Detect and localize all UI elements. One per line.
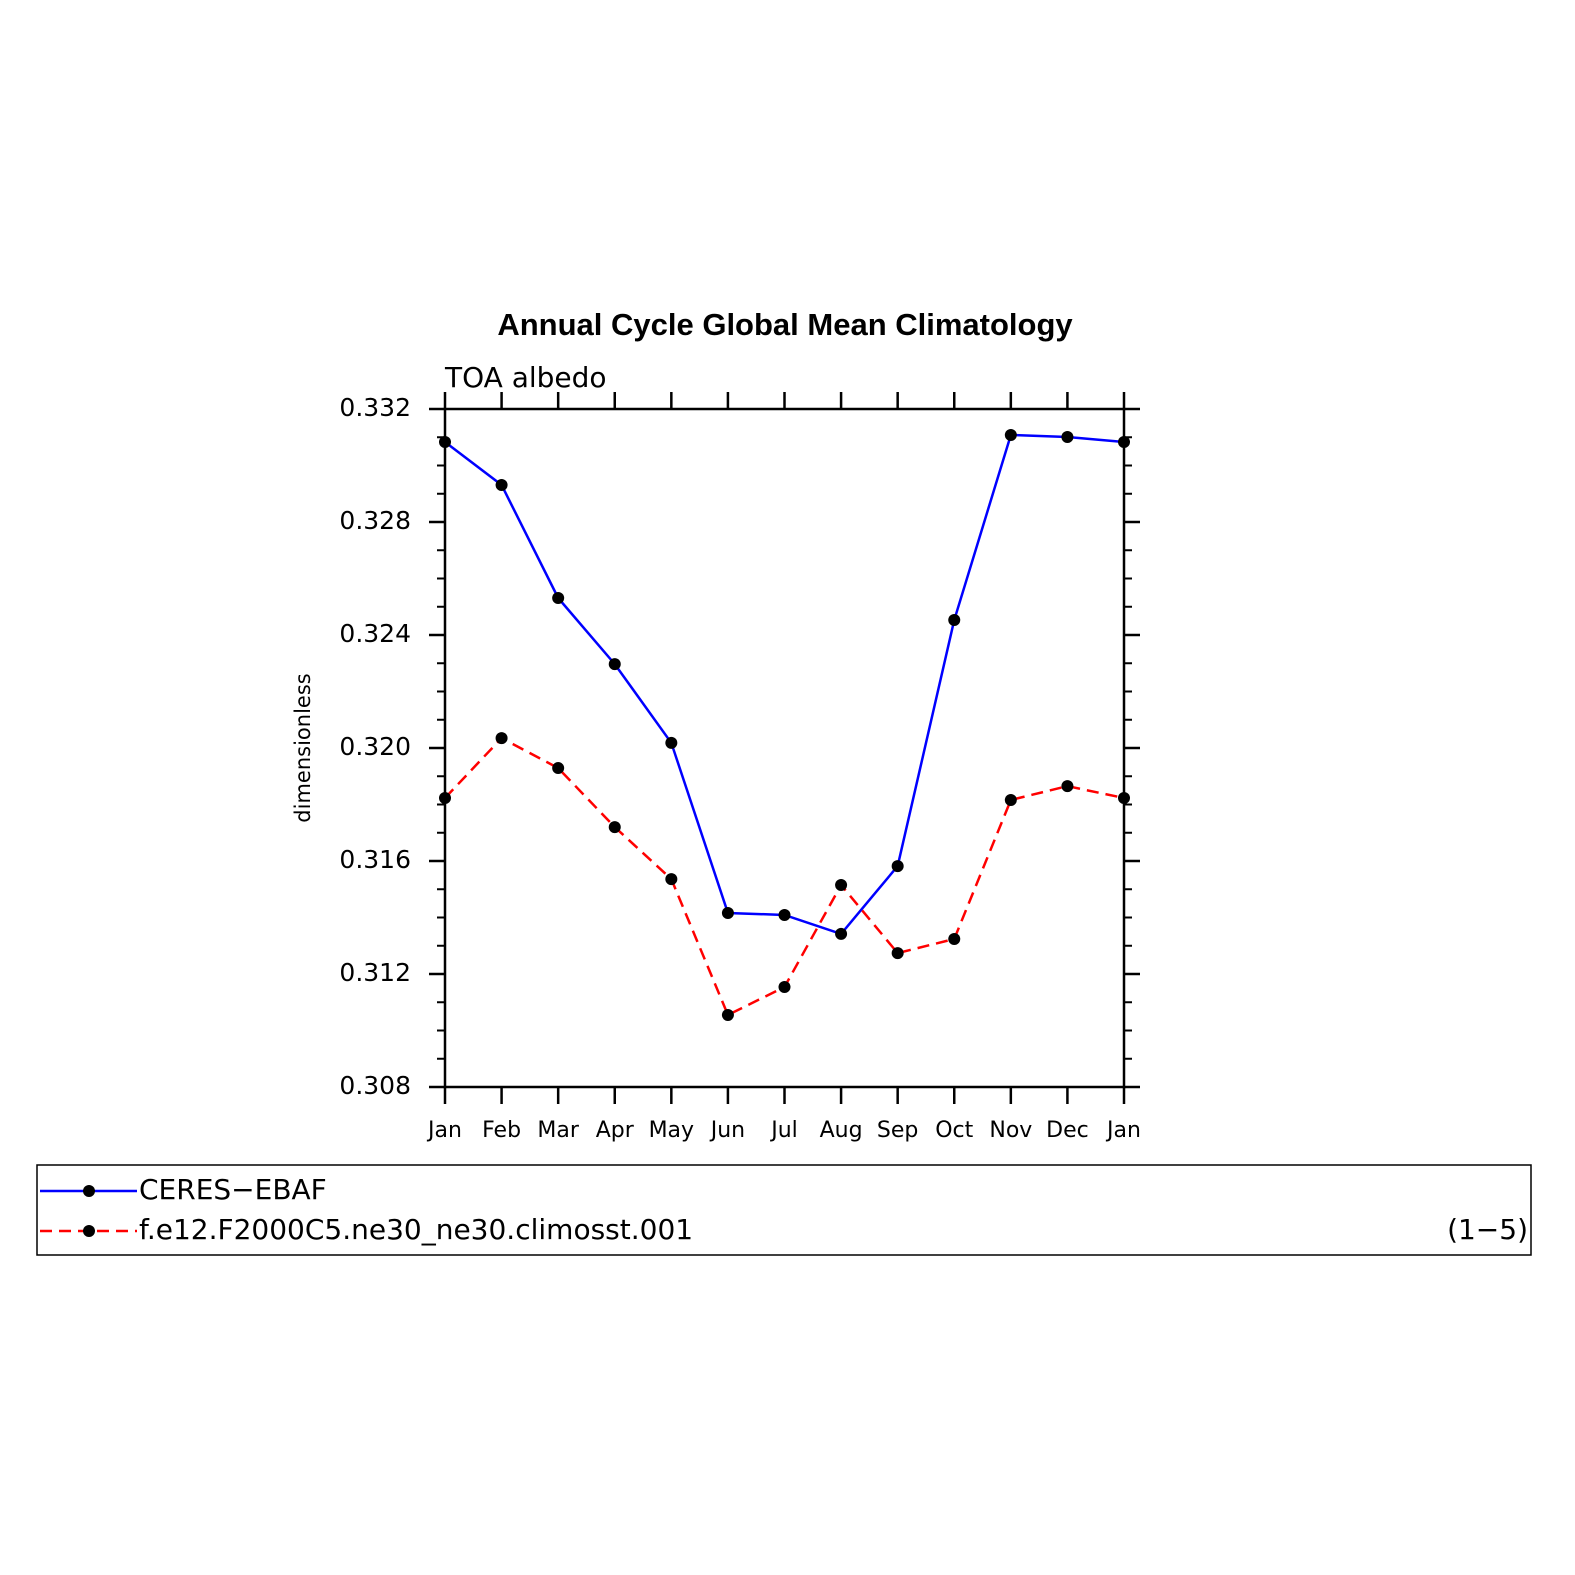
marker <box>891 947 904 960</box>
x-tick-label: Sep <box>877 1118 918 1143</box>
x-tick-label: Jun <box>709 1118 745 1143</box>
y-tick-label: 0.308 <box>339 1071 411 1100</box>
y-tick-label: 0.316 <box>339 845 411 874</box>
legend-label: CERES−EBAF <box>139 1173 327 1206</box>
x-tick-label: Jul <box>769 1118 798 1143</box>
y-axis-label: dimensionless <box>291 673 315 822</box>
marker <box>495 732 508 745</box>
marker <box>608 821 621 834</box>
x-tick-label: Dec <box>1046 1118 1089 1143</box>
marker <box>495 478 508 491</box>
marker <box>1061 780 1074 793</box>
marker <box>835 879 848 892</box>
chart-title: Annual Cycle Global Mean Climatology <box>497 307 1073 342</box>
legend-note: (1−5) <box>1447 1213 1528 1246</box>
subtitle: TOA albedo <box>444 361 607 394</box>
marker <box>1118 792 1130 805</box>
marker <box>665 873 678 886</box>
marker <box>1004 428 1017 441</box>
x-tick-label: Mar <box>537 1118 579 1143</box>
legend-marker <box>83 1225 95 1237</box>
marker <box>778 908 791 921</box>
marker <box>891 860 904 873</box>
series-line <box>444 433 1125 936</box>
y-tick-label: 0.312 <box>339 958 411 987</box>
y-tick-label: 0.328 <box>339 506 411 535</box>
y-tick-label: 0.320 <box>339 732 411 761</box>
x-tick-label: Apr <box>596 1118 635 1143</box>
y-tick-label: 0.332 <box>339 393 411 422</box>
marker <box>835 927 848 940</box>
marker <box>721 1008 734 1021</box>
marker <box>552 591 565 604</box>
marker <box>948 614 961 627</box>
legend-box <box>36 1164 1532 1256</box>
x-tick-label: May <box>649 1118 694 1143</box>
x-tick-label: Nov <box>989 1118 1032 1143</box>
marker <box>1118 436 1130 449</box>
x-tick-label: Feb <box>482 1118 521 1143</box>
x-tick-label: Jan <box>1105 1118 1141 1143</box>
x-tick-label: Jan <box>426 1118 462 1143</box>
marker <box>1061 430 1074 443</box>
marker <box>665 736 678 749</box>
marker <box>1004 793 1017 806</box>
marker <box>778 980 791 993</box>
x-tick-label: Oct <box>935 1118 973 1143</box>
marker <box>552 762 565 775</box>
x-tick-label: Aug <box>820 1118 863 1143</box>
marker <box>608 658 621 671</box>
legend-marker <box>83 1185 95 1197</box>
y-tick-label: 0.324 <box>339 619 411 648</box>
marker <box>439 792 451 805</box>
marker <box>439 436 451 449</box>
series-line <box>444 736 1125 1017</box>
marker <box>721 906 734 919</box>
legend-label: f.e12.F2000C5.ne30_ne30.climosst.001 <box>139 1213 693 1246</box>
marker <box>948 932 961 945</box>
